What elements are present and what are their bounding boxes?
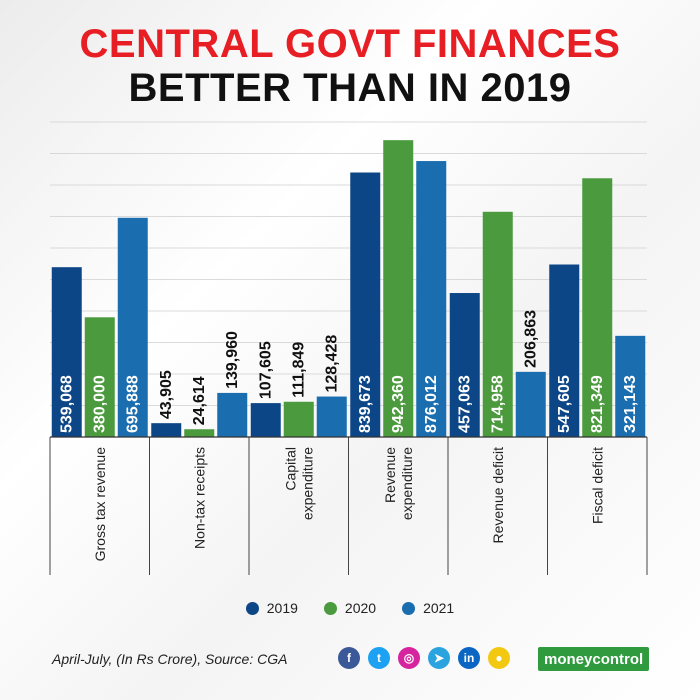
data-label: 876,012 [423, 375, 440, 433]
category-label: Revenue deficit [490, 447, 506, 544]
legend-item-2020: 2020 [323, 600, 377, 616]
category-label: Non-tax receipts [191, 447, 207, 549]
legend-label-2019: 2019 [266, 600, 298, 616]
data-label: 821,349 [589, 375, 606, 433]
bar-2020-2 [184, 429, 215, 437]
data-label: 380,000 [91, 375, 108, 433]
bar-2020-6 [582, 178, 613, 437]
legend-label-2021: 2021 [423, 600, 455, 616]
bar-2019-2 [151, 423, 182, 437]
bar-2020-3 [283, 401, 314, 437]
brand-part1: money [544, 650, 593, 668]
data-label: 547,605 [556, 375, 573, 433]
data-label: 43,905 [158, 370, 175, 419]
legend-dot-2020 [323, 601, 337, 615]
data-label: 714,958 [489, 375, 506, 433]
bar-2019-3 [250, 403, 281, 437]
legend: 2019 2020 2021 [0, 600, 700, 616]
category-label-line: Non-tax receipts [191, 447, 207, 549]
legend-label-2020: 2020 [344, 600, 377, 616]
data-label: 321,143 [622, 375, 639, 433]
bar-2020-5 [482, 211, 513, 437]
bar-2021-6 [615, 335, 646, 437]
bar-2020-4 [383, 140, 414, 437]
instagram-icon[interactable]: ◎ [398, 647, 420, 669]
data-label: 128,428 [323, 335, 340, 393]
category-label-line: Capital [282, 447, 298, 491]
category-label: Capitalexpenditure [282, 447, 315, 520]
data-label: 24,614 [191, 376, 208, 425]
bar-2019-4 [350, 172, 381, 438]
data-label: 695,888 [124, 375, 141, 433]
category-label: Fiscal deficit [589, 447, 605, 524]
bar-2021-5 [515, 371, 546, 437]
data-label: 457,063 [456, 375, 473, 433]
category-label: Revenueexpenditure [382, 447, 415, 520]
legend-item-2019: 2019 [245, 600, 298, 616]
data-label: 942,360 [390, 375, 407, 433]
chart-title-line1: CENTRAL GOVT FINANCES [79, 22, 621, 66]
chart-title-line2: BETTER THAN IN 2019 [128, 66, 572, 110]
linkedin-icon[interactable]: in [458, 647, 480, 669]
data-label: 139,960 [224, 331, 241, 389]
legend-item-2021: 2021 [402, 600, 454, 616]
category-label: Gross tax revenue [92, 447, 108, 562]
facebook-icon[interactable]: f [338, 647, 360, 669]
data-label: 111,849 [290, 342, 307, 398]
moneycontrol-logo[interactable]: money control [538, 647, 650, 671]
category-label-line: Gross tax revenue [92, 447, 108, 562]
data-label: 539,068 [58, 375, 75, 433]
category-label-line: Fiscal deficit [589, 447, 605, 524]
koo-icon[interactable]: ● [488, 647, 510, 669]
bar-2020-1 [84, 317, 115, 437]
data-label: 206,863 [522, 310, 539, 368]
data-label: 839,673 [357, 375, 374, 433]
brand-part2: control [592, 650, 644, 668]
legend-dot-2019 [245, 601, 259, 615]
category-label-line: Revenue deficit [490, 447, 506, 544]
bar-2019-6 [549, 264, 580, 437]
category-label-line: expenditure [399, 447, 415, 520]
legend-dot-2021 [402, 601, 416, 615]
category-label-line: Revenue [382, 447, 398, 503]
bar-2021-2 [217, 392, 248, 437]
social-icons: f t ◎ ➤ in ● [338, 647, 510, 669]
twitter-icon[interactable]: t [368, 647, 390, 669]
bar-2021-4 [416, 161, 447, 437]
bar-2021-3 [316, 396, 347, 437]
bar-2019-1 [51, 267, 82, 437]
source-note: April-July, (In Rs Crore), Source: CGA [52, 651, 288, 667]
data-label: 107,605 [257, 341, 274, 399]
bar-2021-1 [117, 217, 148, 437]
telegram-icon[interactable]: ➤ [428, 647, 450, 669]
category-label-line: expenditure [299, 447, 315, 520]
bar-2019-5 [449, 293, 480, 437]
